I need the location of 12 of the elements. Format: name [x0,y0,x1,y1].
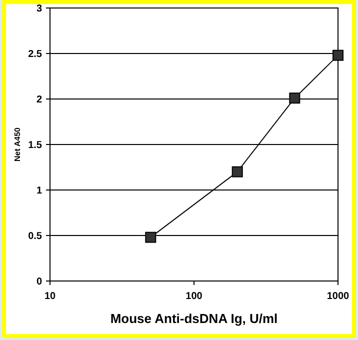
y-tick-label: 2 [36,94,42,106]
y-tick-label: 3 [36,4,42,14]
x-tick-label: 10 [44,291,56,302]
y-axis-title: Net A450 [13,126,22,162]
y-tick-label: 1 [36,186,42,196]
x-tick-label: 100 [186,291,203,302]
x-axis-title: Mouse Anti-dsDNA Ig, U/ml [110,311,278,326]
y-tick-label: 0 [36,276,42,288]
x-tick-label: 1000 [326,291,350,302]
y-tick-label: 1.5 [28,140,42,151]
y-tick-label: 2.5 [28,49,42,60]
y-tick-label: 0.5 [28,231,42,242]
